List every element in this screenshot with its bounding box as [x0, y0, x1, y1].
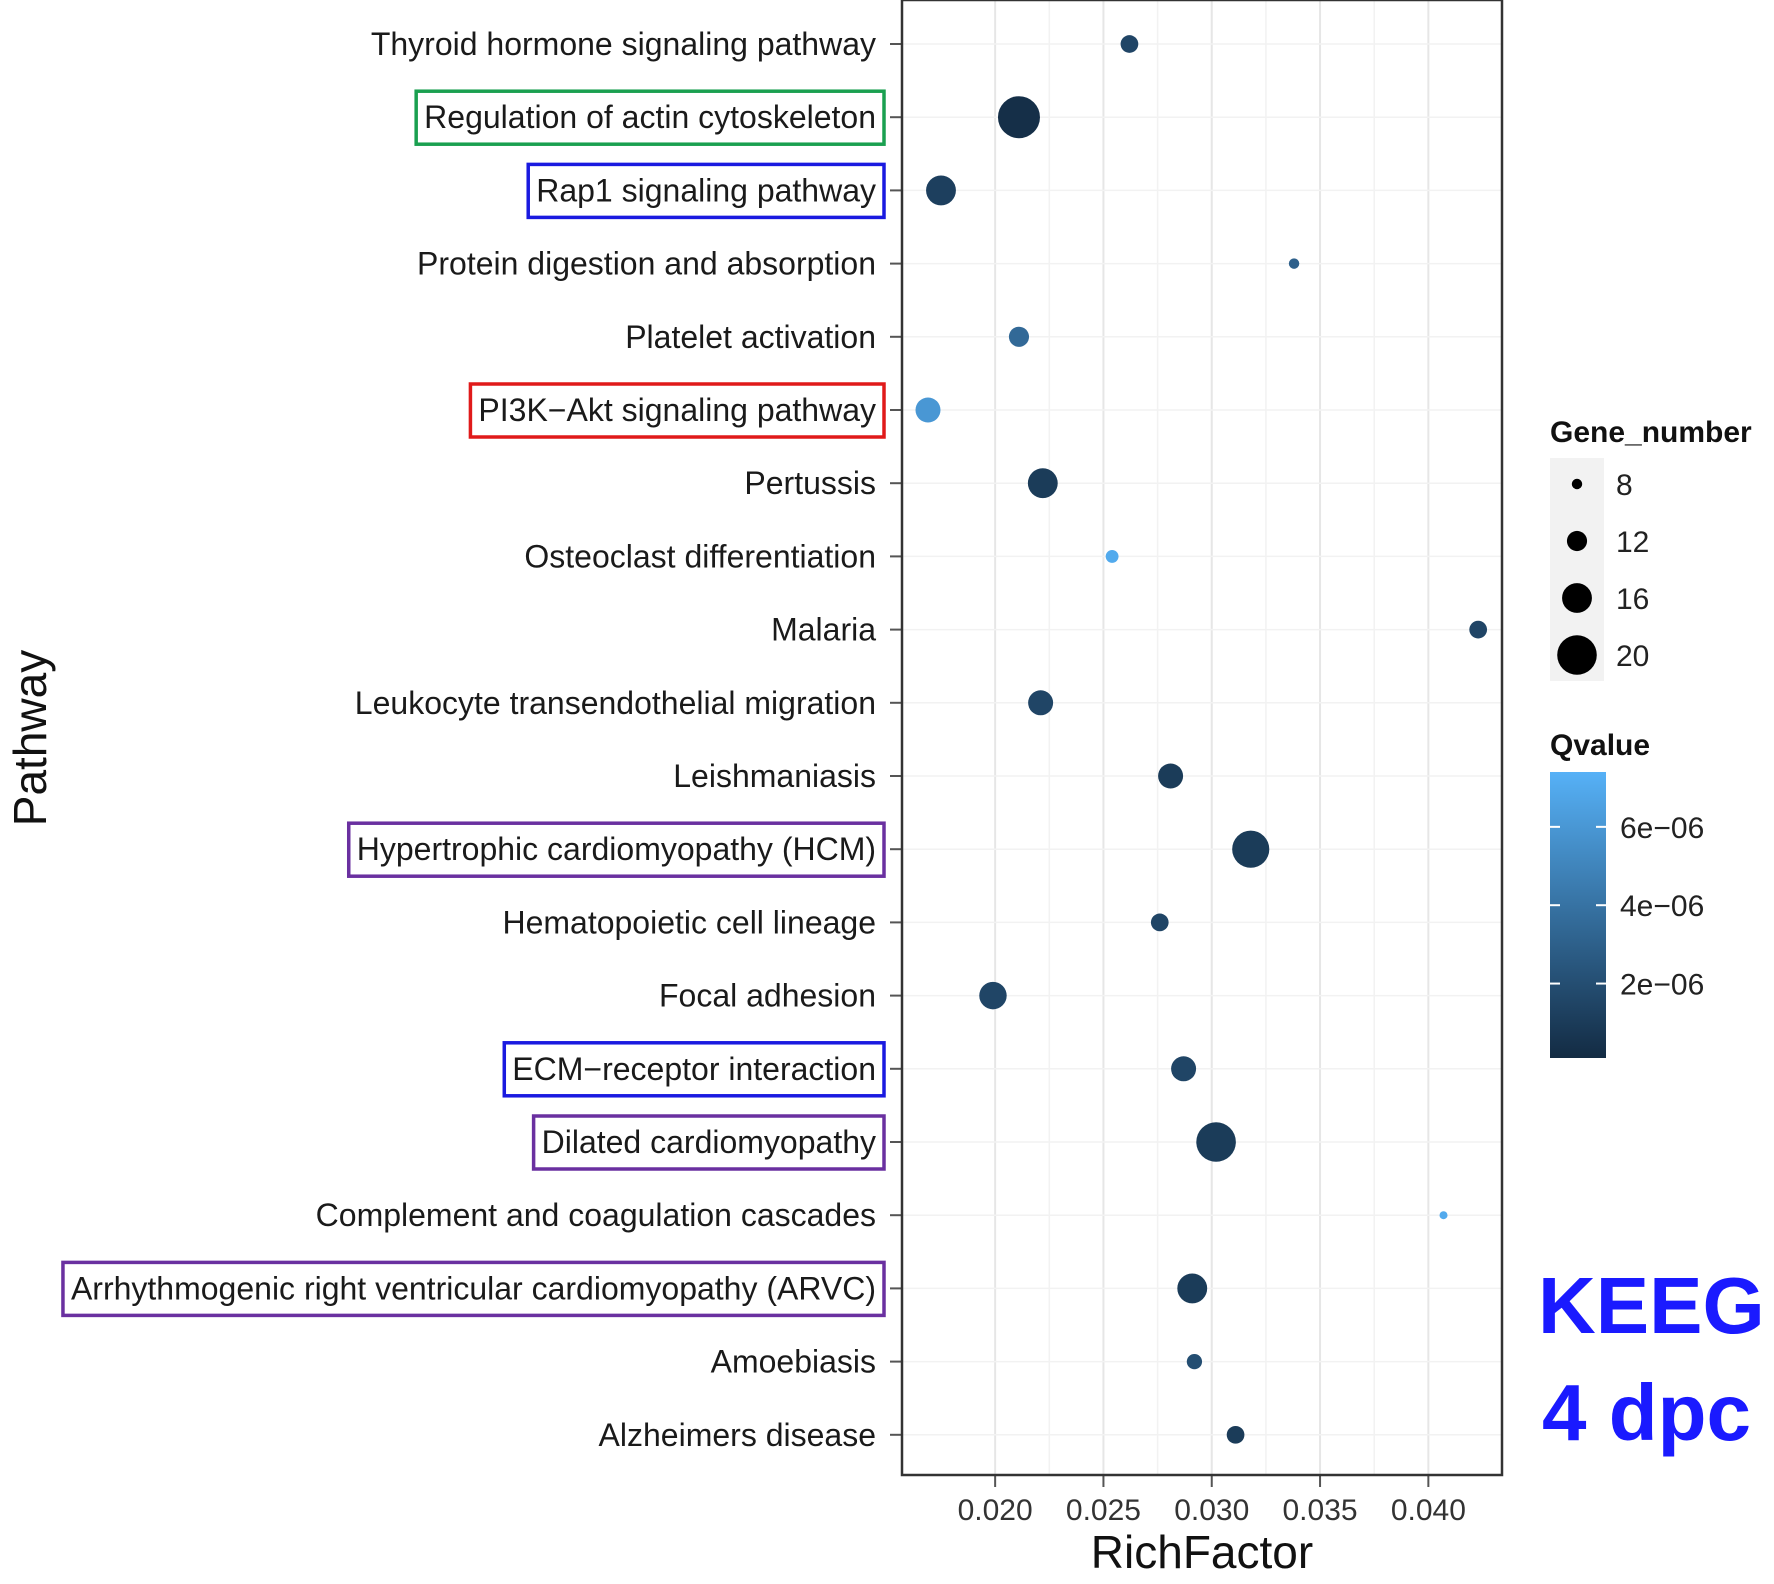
legend-color-ticks: 2e−06 4e−06 6e−06 — [1550, 812, 1704, 1002]
y-tick-label-thyroid-hormone-signaling-pathway: Thyroid hormone signaling pathway — [371, 26, 876, 62]
data-points — [915, 35, 1488, 1444]
legend-size-label: 12 — [1616, 526, 1649, 559]
y-tick-label-complement-and-coagulation-cascades: Complement and coagulation cascades — [316, 1197, 876, 1233]
highlight-box-arrhythmogenic-right-ventricular-cardiomyopathy-arvc — [61, 1260, 886, 1318]
x-tick-label: 0.040 — [1391, 1494, 1466, 1527]
highlight-box-hypertrophic-cardiomyopathy-hcm — [346, 821, 886, 878]
legend-size-dot — [1562, 583, 1592, 613]
data-point-amoebiasis — [1186, 1353, 1203, 1370]
data-point-rap1-signaling-pathway — [926, 175, 956, 206]
y-axis-title: Pathway — [4, 650, 56, 826]
highlight-box-pi3k-akt-signaling-pathway — [468, 382, 886, 439]
legend-color-title: Qvalue — [1550, 729, 1650, 762]
legend-size-label: 16 — [1616, 583, 1649, 616]
y-tick-label-protein-digestion-and-absorption: Protein digestion and absorption — [417, 246, 876, 282]
legend-size-label: 8 — [1616, 469, 1633, 502]
data-point-malaria — [1469, 620, 1488, 639]
legend-size-dot — [1557, 635, 1597, 675]
legend-colorbar — [1550, 772, 1606, 1058]
plot-border — [900, 0, 1504, 1477]
y-tick-label-platelet-activation: Platelet activation — [625, 319, 876, 355]
legend-size-dot — [1566, 530, 1588, 552]
y-tick-label-osteoclast-differentiation: Osteoclast differentiation — [524, 538, 876, 574]
x-tick-label: 0.025 — [1066, 1494, 1141, 1527]
legend-size-keys: 8 12 16 20 — [1557, 469, 1649, 675]
y-tick-label-pi3k-akt-signaling-pathway: PI3K−Akt signaling pathway — [478, 392, 876, 428]
y-tick-label-ecm-receptor-interaction: ECM−receptor interaction — [512, 1051, 876, 1087]
data-point-leishmaniasis — [1158, 763, 1184, 789]
data-point-focal-adhesion — [979, 981, 1007, 1010]
y-tick-label-regulation-of-actin-cytoskeleton: Regulation of actin cytoskeleton — [424, 99, 876, 135]
data-point-thyroid-hormone-signaling-pathway — [1120, 35, 1139, 53]
data-point-dilated-cardiomyopathy — [1196, 1122, 1236, 1162]
data-point-leukocyte-transendothelial-migration — [1028, 690, 1054, 716]
legend-size-label: 20 — [1616, 640, 1649, 673]
highlight-box-regulation-of-actin-cytoskeleton — [414, 89, 886, 146]
data-point-alzheimers-disease — [1226, 1425, 1245, 1444]
data-point-platelet-activation — [1008, 326, 1030, 347]
data-point-hypertrophic-cardiomyopathy-hcm — [1232, 830, 1270, 868]
y-tick-label-pertussis: Pertussis — [744, 465, 876, 501]
highlight-box-rap1-signaling-pathway — [526, 162, 886, 220]
x-axis: 0.020 0.025 0.030 0.035 0.040 — [958, 1475, 1466, 1527]
legend-color-label: 4e−06 — [1620, 890, 1704, 923]
data-point-complement-and-coagulation-cascades — [1439, 1211, 1448, 1220]
highlight-box-dilated-cardiomyopathy — [531, 1114, 886, 1171]
data-point-pi3k-akt-signaling-pathway — [915, 397, 941, 423]
y-tick-label-amoebiasis: Amoebiasis — [711, 1344, 876, 1380]
y-tick-label-leishmaniasis: Leishmaniasis — [673, 758, 876, 794]
data-point-ecm-receptor-interaction — [1171, 1056, 1197, 1082]
y-axis: Thyroid hormone signaling pathway Regulat… — [71, 26, 902, 1453]
y-tick-label-alzheimers-disease: Alzheimers disease — [599, 1417, 876, 1453]
y-tick-label-hypertrophic-cardiomyopathy-hcm: Hypertrophic cardiomyopathy (HCM) — [357, 831, 876, 867]
legend: Gene_number 8 12 16 20 Qvalue 2e−06 4e−06 6e−… — [1550, 416, 1752, 1058]
y-tick-label-malaria: Malaria — [771, 612, 876, 648]
legend-size-dot — [1571, 478, 1583, 490]
y-tick-label-arrhythmogenic-right-ventricular-cardiomyopathy-arvc: Arrhythmogenic right ventricular cardiom… — [71, 1270, 876, 1306]
highlight-boxes — [61, 89, 886, 1318]
annotation-line-1: KEEG — [1538, 1261, 1765, 1350]
data-point-osteoclast-differentiation — [1105, 549, 1119, 563]
y-tick-label-hematopoietic-cell-lineage: Hematopoietic cell lineage — [502, 904, 876, 940]
x-tick-label: 0.030 — [1174, 1494, 1249, 1527]
highlight-box-ecm-receptor-interaction — [502, 1041, 886, 1098]
data-point-hematopoietic-cell-lineage — [1150, 913, 1169, 932]
y-tick-label-dilated-cardiomyopathy: Dilated cardiomyopathy — [542, 1124, 876, 1160]
data-point-protein-digestion-and-absorption — [1288, 258, 1300, 269]
grid-lines — [902, 0, 1502, 1475]
legend-color-label: 2e−06 — [1620, 969, 1704, 1002]
x-tick-label: 0.035 — [1283, 1494, 1358, 1527]
x-axis-title: RichFactor — [1091, 1526, 1313, 1578]
data-point-arrhythmogenic-right-ventricular-cardiomyopathy-arvc — [1177, 1273, 1208, 1304]
annotation-line-2: 4 dpc — [1542, 1368, 1751, 1457]
y-tick-label-rap1-signaling-pathway: Rap1 signaling pathway — [536, 172, 876, 208]
data-point-pertussis — [1027, 468, 1058, 499]
y-tick-label-leukocyte-transendothelial-migration: Leukocyte transendothelial migration — [355, 685, 876, 721]
legend-color-label: 6e−06 — [1620, 812, 1704, 845]
legend-size-title: Gene_number — [1550, 416, 1752, 449]
y-tick-label-focal-adhesion: Focal adhesion — [659, 978, 876, 1014]
data-point-regulation-of-actin-cytoskeleton — [997, 96, 1040, 139]
x-tick-label: 0.020 — [958, 1494, 1033, 1527]
